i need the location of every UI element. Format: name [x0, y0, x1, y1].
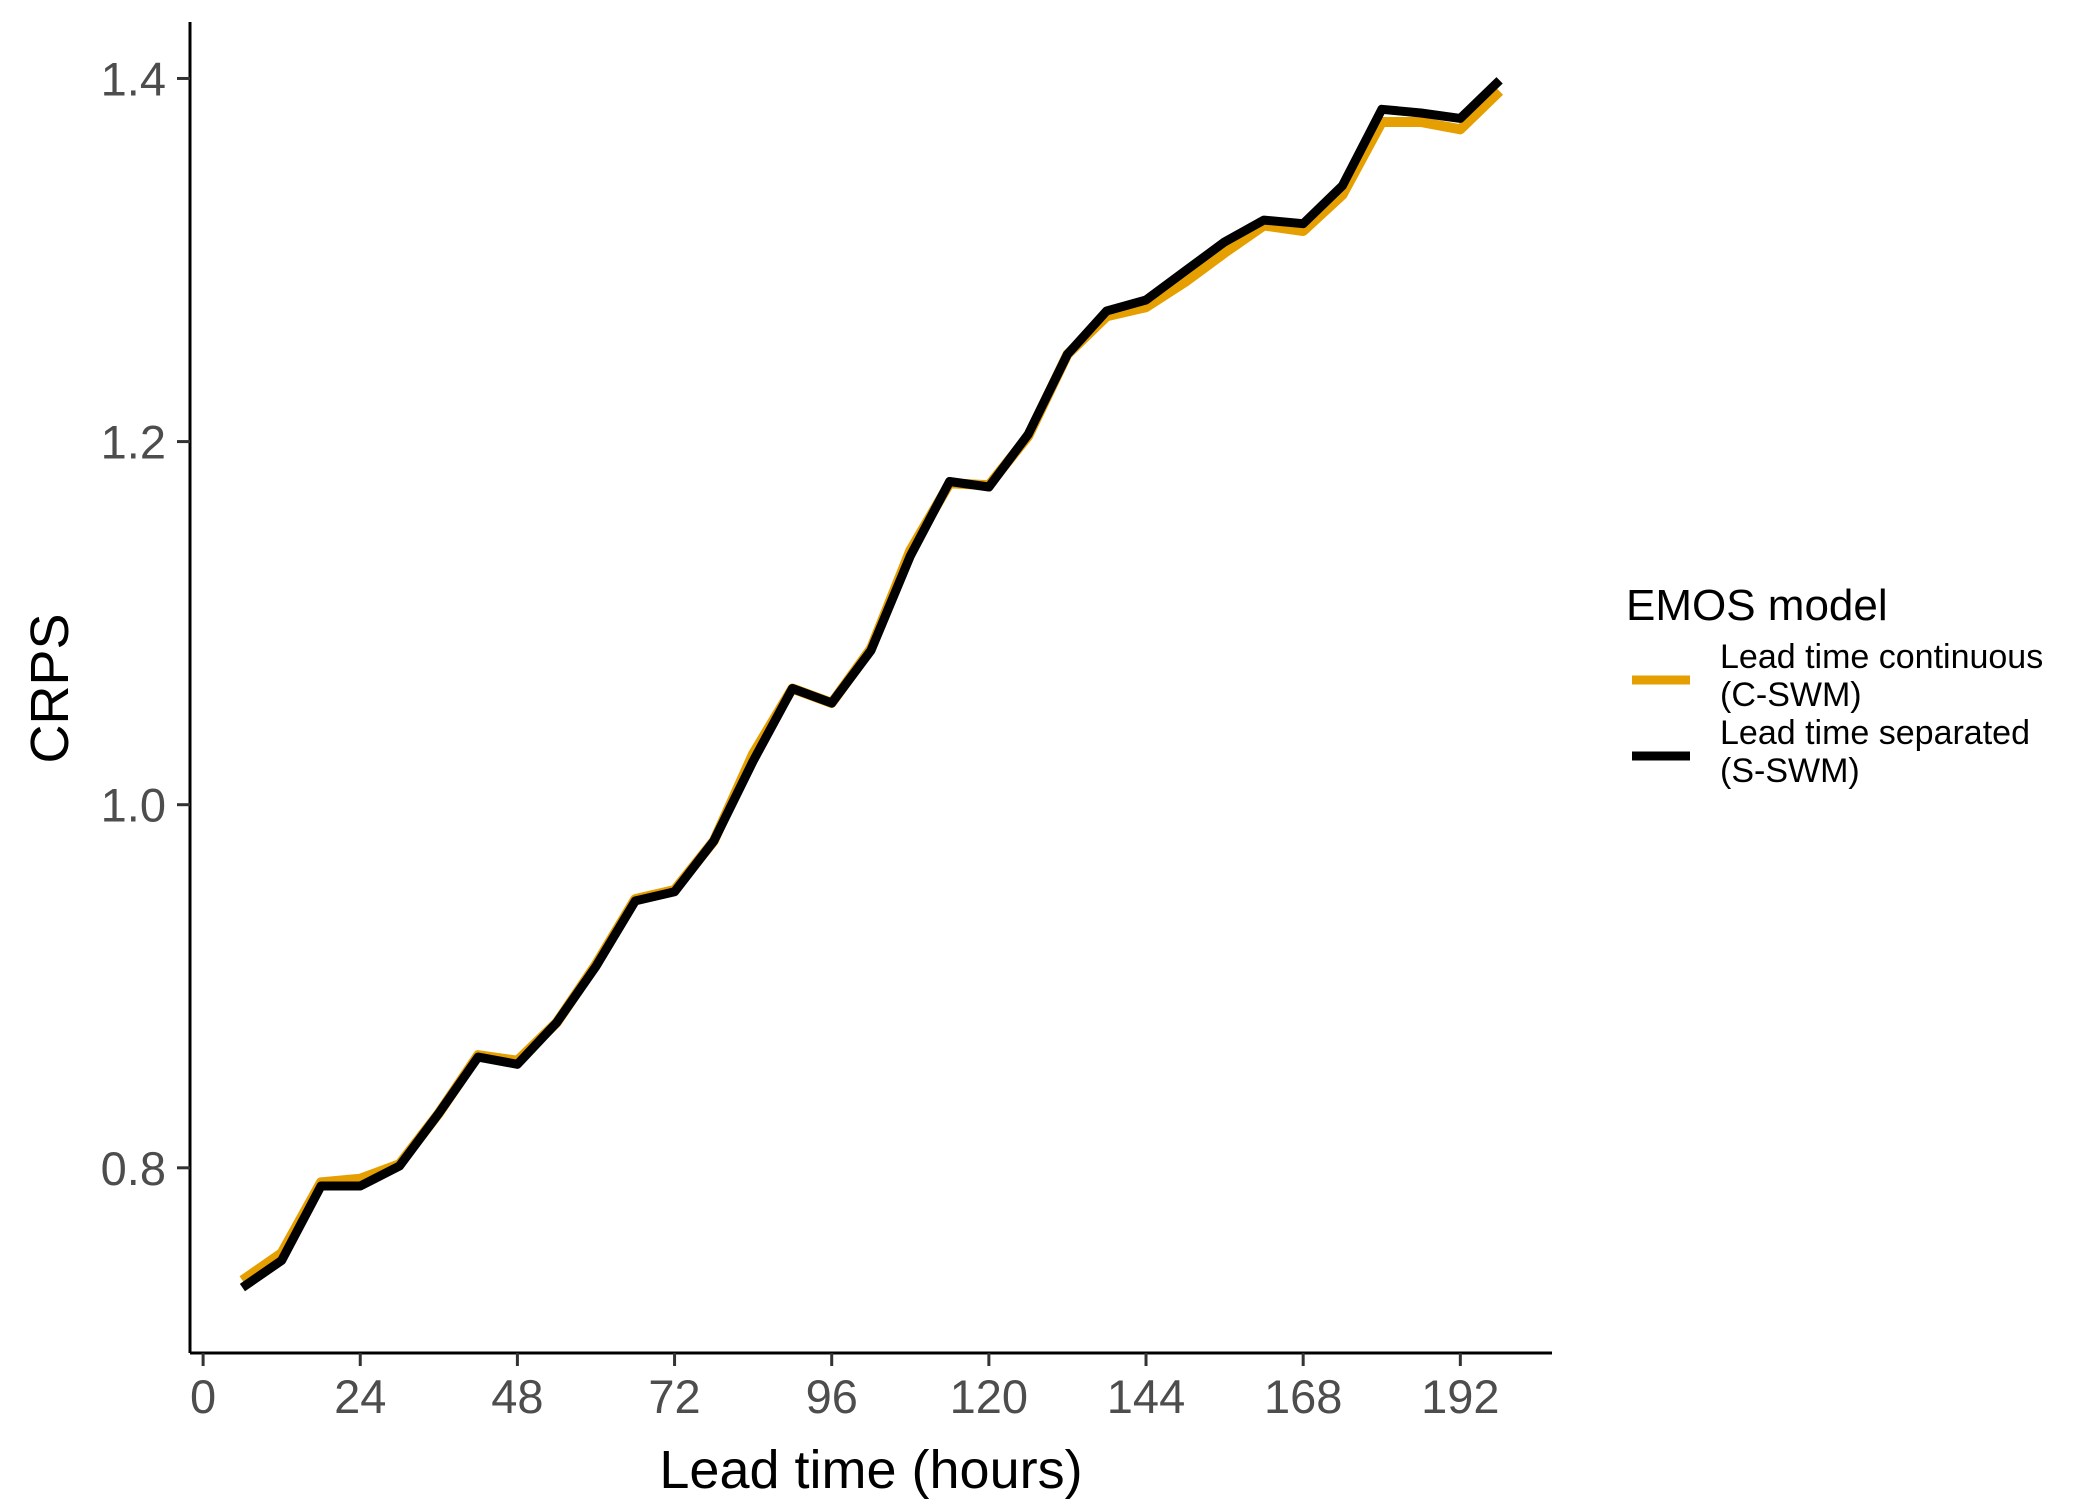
x-tick-label: 0: [190, 1370, 216, 1423]
x-tick-label: 192: [1421, 1370, 1499, 1423]
x-tick-label: 24: [334, 1370, 386, 1423]
legend-label-c-swm: Lead time continuous (C-SWM): [1720, 638, 2043, 714]
y-tick-label: 0.8: [101, 1142, 166, 1195]
y-axis-title: CRPS: [20, 613, 80, 763]
y-tick-label: 1.4: [101, 52, 166, 105]
x-tick-label: 96: [806, 1370, 858, 1423]
legend-label-line: Lead time separated: [1720, 714, 2030, 752]
axes: 0 24 48 72 96 120 144 168 192 0.8 1.0 1.2 1.4: [101, 22, 1552, 1423]
plot-area: [239, 77, 1504, 1292]
legend-label-line: (S-SWM): [1720, 752, 1860, 790]
x-axis-title: Lead time (hours): [659, 1440, 1082, 1500]
y-tick-label: 1.2: [101, 416, 166, 469]
legend-label-line: Lead time continuous: [1720, 638, 2043, 676]
legend-label-s-swm: Lead time separated (S-SWM): [1720, 714, 2030, 790]
x-tick-label: 168: [1264, 1370, 1342, 1423]
x-tick-label: 120: [950, 1370, 1028, 1423]
y-tick-label: 1.0: [101, 779, 166, 832]
legend: EMOS model Lead time continuous (C-SWM)Le…: [1626, 581, 2043, 790]
series-line-c-swm: [239, 87, 1504, 1285]
x-tick-label: 144: [1107, 1370, 1185, 1423]
legend-title: EMOS model: [1626, 581, 1888, 630]
x-tick-label: 48: [491, 1370, 543, 1423]
legend-label-line: (C-SWM): [1720, 676, 1862, 714]
x-tick-label: 72: [648, 1370, 700, 1423]
series-line-s-swm: [239, 77, 1503, 1292]
